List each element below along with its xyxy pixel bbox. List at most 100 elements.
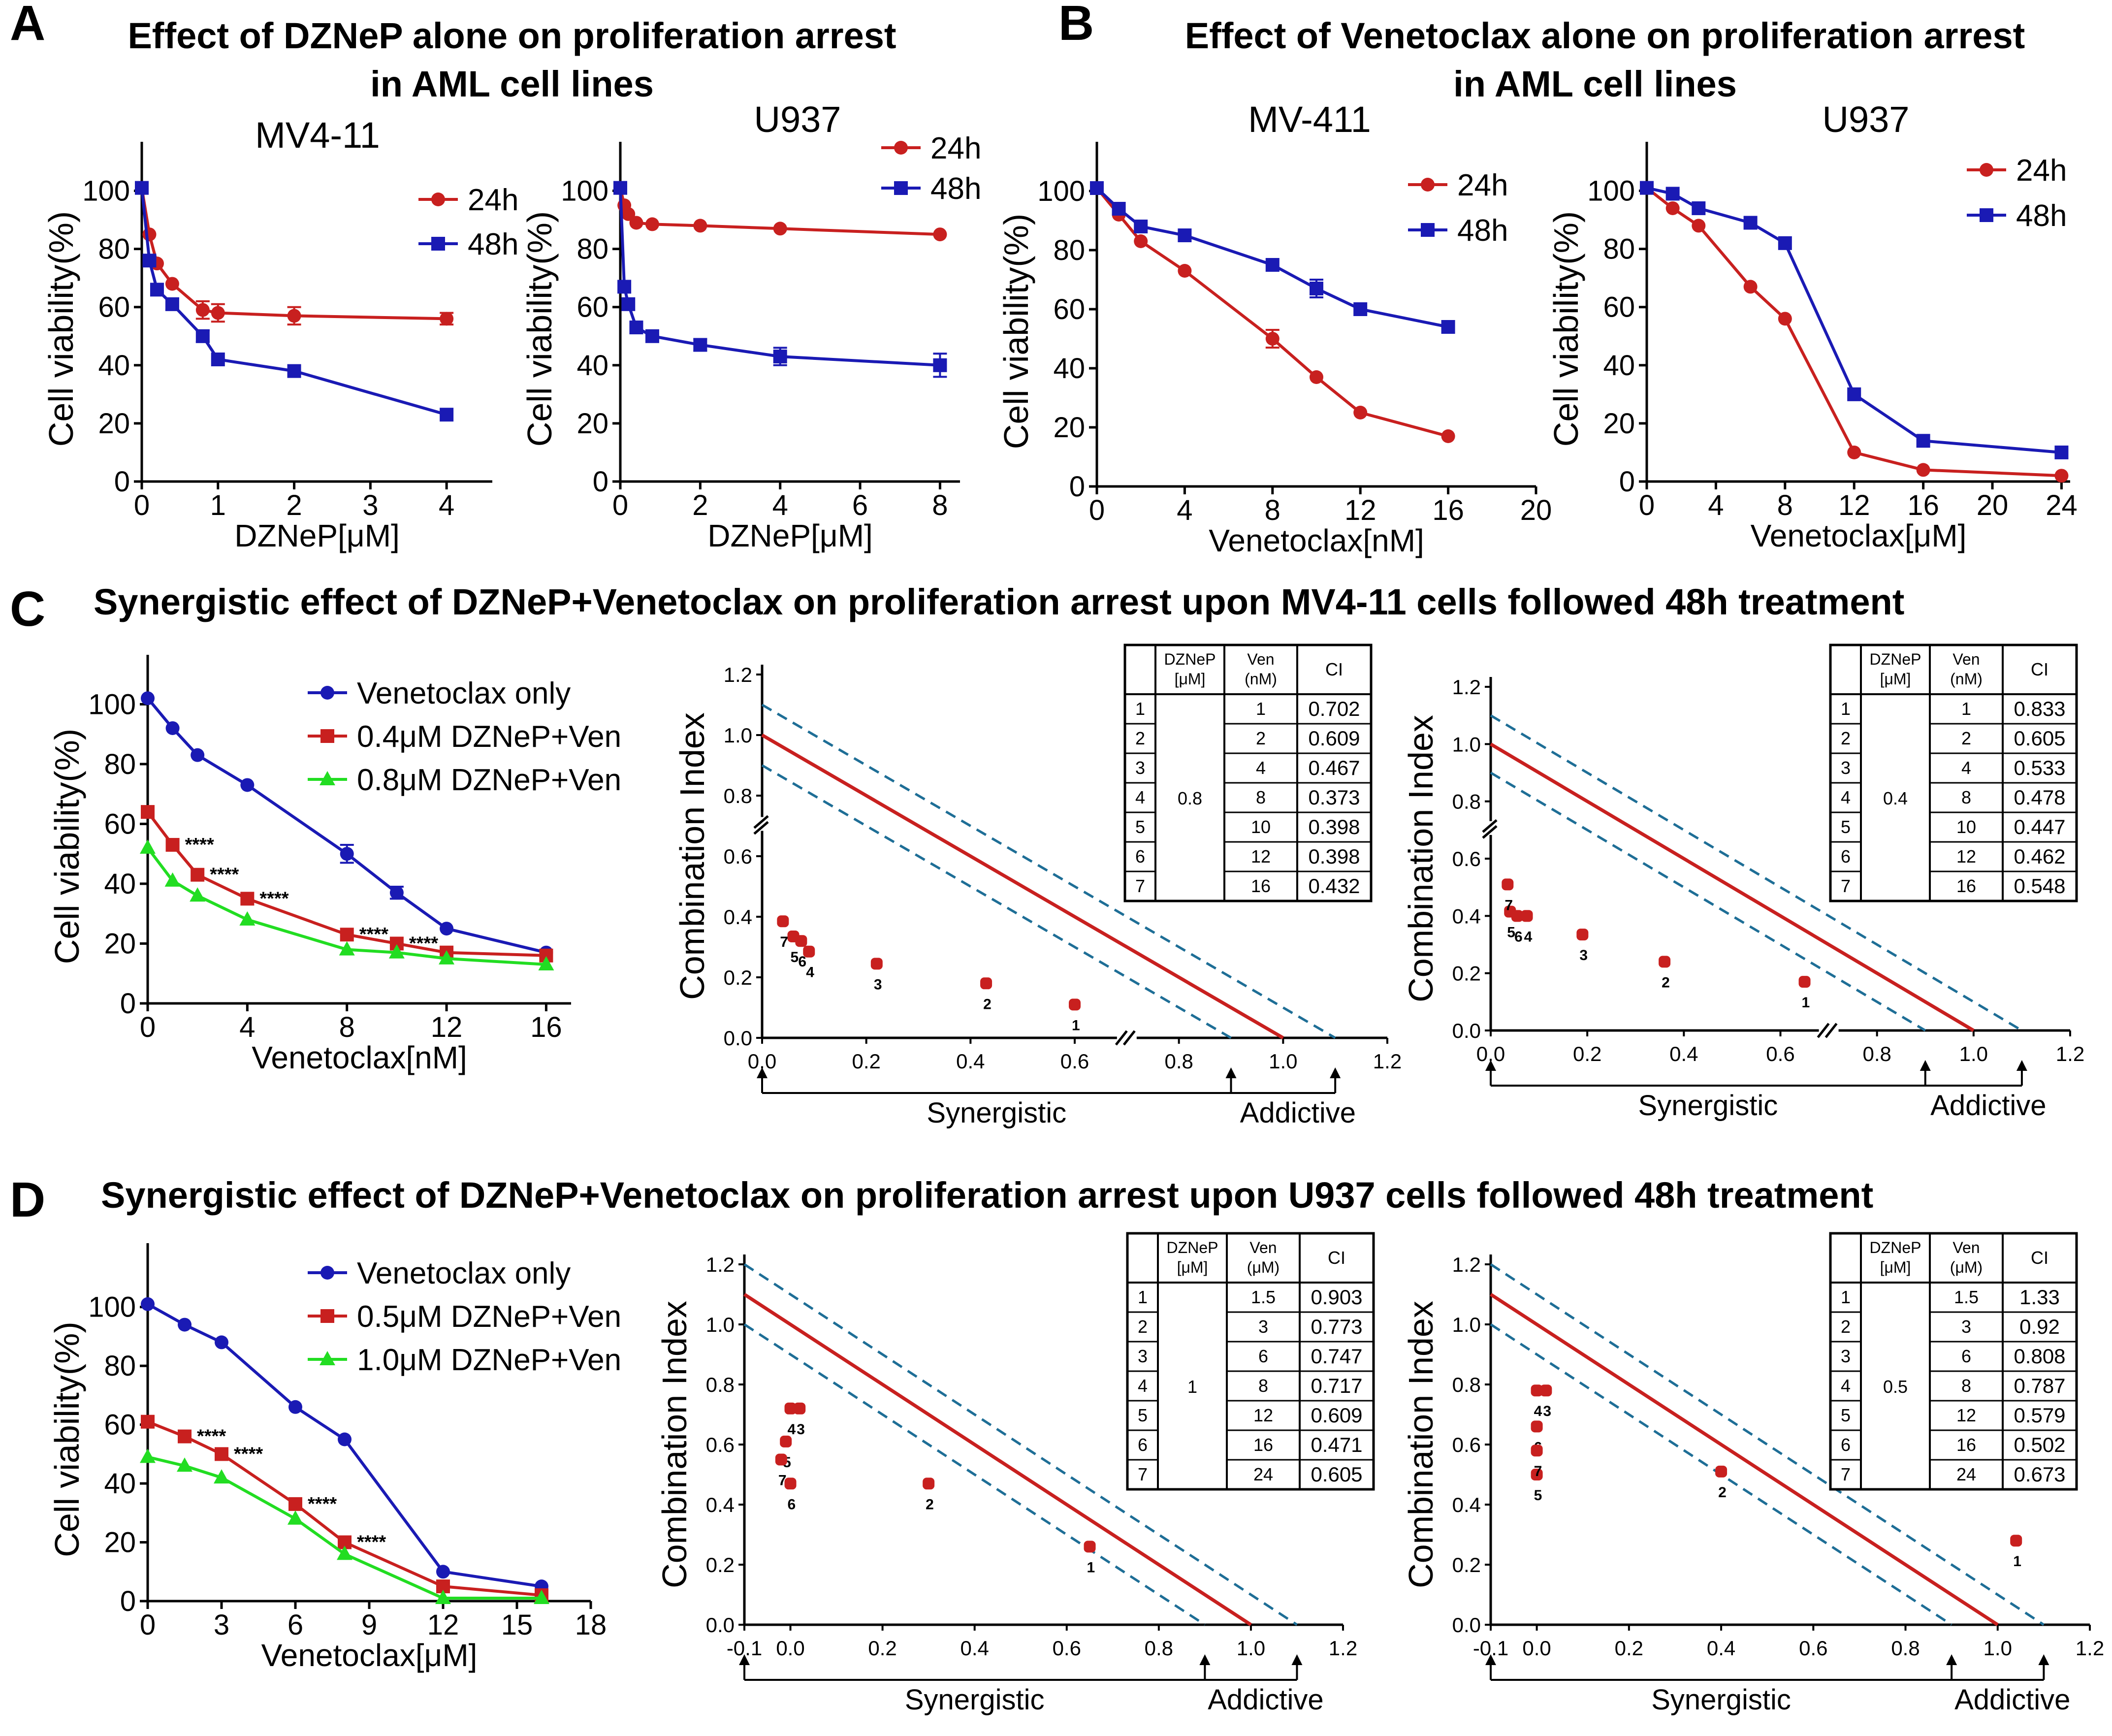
legend-marker xyxy=(320,1351,335,1365)
table-header: (nM) xyxy=(1950,670,1983,688)
table-cell-index: 1 xyxy=(1841,1287,1851,1307)
table-cell-index: 4 xyxy=(1135,787,1145,807)
y-tick-label: 40 xyxy=(576,350,608,382)
data-point xyxy=(645,217,659,231)
data-point xyxy=(141,691,155,706)
data-point xyxy=(1134,234,1148,248)
ci-point xyxy=(775,1453,787,1466)
x-tick-label: 0 xyxy=(134,489,150,521)
y-tick-label: 20 xyxy=(98,408,130,440)
series-0: 24h xyxy=(613,131,981,242)
table-cell-ci: 0.605 xyxy=(2014,727,2065,750)
x-tick-label: 12 xyxy=(431,1011,463,1043)
table-border xyxy=(1829,1232,2078,1491)
y-tick-label: 40 xyxy=(98,350,130,382)
data-point xyxy=(1178,228,1192,242)
x-tick-label: 0.2 xyxy=(1615,1637,1643,1660)
data-point xyxy=(165,277,179,291)
data-point xyxy=(389,886,404,900)
x-tick-label: 6 xyxy=(852,489,868,521)
data-point xyxy=(165,721,180,735)
series-line xyxy=(1646,187,2062,478)
table-cell-index: 3 xyxy=(1138,1346,1148,1366)
data-point xyxy=(613,181,627,195)
range-arrow-head xyxy=(1485,1060,1496,1071)
data-point xyxy=(239,911,256,926)
y-tick-label: 100 xyxy=(82,175,130,207)
data-point xyxy=(617,280,632,294)
line-chart-d1: 0 20 40 60 80 100 0 3 6 9 12 15 18 Venetoclax[μM] Cell… xyxy=(48,1243,621,1673)
y-tick-label: 60 xyxy=(576,291,608,323)
y-tick-label: 0.0 xyxy=(724,1027,752,1050)
y-axis-label: Cell viability(%) xyxy=(48,729,86,964)
table-cell-ven: 8 xyxy=(1961,1376,1971,1396)
ci-point-label: 7 xyxy=(780,934,788,950)
line-chart-c1: 0 20 40 60 80 100 0 4 8 12 16 Venetoclax[nM] Cell vi… xyxy=(48,655,621,1075)
y-tick-label: 1.0 xyxy=(1452,733,1481,756)
panel-label-d: D xyxy=(10,1172,46,1227)
table-cell-ci: 0.533 xyxy=(2014,756,2065,779)
table-cell-ven: 12 xyxy=(1253,1405,1273,1425)
legend-label: 0.4μM DZNeP+Ven xyxy=(357,720,621,754)
ci-point-label: 7 xyxy=(1534,1463,1542,1479)
x-tick-label: 16 xyxy=(1907,489,1939,521)
y-tick-label: 60 xyxy=(1053,293,1085,325)
ci-point-label: 4 xyxy=(788,1421,796,1438)
y-tick-label: 0.0 xyxy=(706,1613,735,1637)
chart-title: U937 xyxy=(1823,99,1910,140)
data-point xyxy=(1265,258,1280,272)
ci-point xyxy=(1531,1469,1543,1480)
panel-d-title: Synergistic effect of DZNeP+Venetoclax o… xyxy=(101,1175,1874,1216)
ci-point-label: 4 xyxy=(806,964,814,981)
range-arrow-head xyxy=(2016,1060,2027,1071)
table-cell-ven: 4 xyxy=(1961,758,1971,778)
y-tick-label: 80 xyxy=(104,1350,136,1382)
x-tick-label: 0.8 xyxy=(1891,1637,1920,1660)
legend-label: Venetoclax only xyxy=(357,1256,571,1290)
data-point xyxy=(2054,469,2069,483)
data-point xyxy=(338,1432,352,1447)
range-arrow-head xyxy=(739,1654,750,1665)
data-point xyxy=(215,1447,228,1461)
table-cell-ven: 1 xyxy=(1961,699,1971,719)
table-cell-ci: 0.471 xyxy=(1311,1433,1362,1456)
table-cell-index: 7 xyxy=(1135,876,1145,896)
y-tick-label: 0 xyxy=(593,466,608,498)
y-tick-label: 80 xyxy=(1603,233,1635,265)
x-axis-label: Venetoclax[nM] xyxy=(1209,523,1424,558)
axis-break-mark xyxy=(753,821,769,835)
y-axis-label: Cell viability(%) xyxy=(42,211,80,447)
x-tick-label: 18 xyxy=(575,1609,607,1641)
y-tick-label: 1.0 xyxy=(706,1313,735,1336)
y-tick-label: 1.0 xyxy=(724,724,752,747)
y-tick-label: 40 xyxy=(1053,353,1085,385)
y-tick-label: 60 xyxy=(98,291,130,323)
data-point xyxy=(1778,312,1792,326)
data-point xyxy=(1441,320,1455,334)
panel-a-title-line2: in AML cell lines xyxy=(370,64,654,104)
x-tick-label: 1.2 xyxy=(2076,1637,2104,1660)
x-tick-label: 0.6 xyxy=(1799,1637,1827,1660)
x-tick-label: 12 xyxy=(1344,494,1376,526)
series-line xyxy=(1095,187,1449,438)
table-cell-index: 6 xyxy=(1135,846,1145,867)
additivity-line xyxy=(743,1293,1252,1626)
table-header: [μM] xyxy=(1880,1258,1911,1276)
axis-break-mark xyxy=(1122,1030,1136,1046)
data-point xyxy=(140,839,156,854)
significance-annotation: **** xyxy=(259,888,288,909)
y-tick-label: 0.8 xyxy=(1452,1373,1481,1396)
ci-point xyxy=(784,1402,797,1415)
table-cell-ci: 0.773 xyxy=(1311,1315,1362,1338)
series-0: Venetoclax only xyxy=(141,1256,571,1594)
table-cell-ven: 3 xyxy=(1258,1317,1268,1337)
legend-marker xyxy=(320,771,335,785)
significance-annotation: **** xyxy=(185,835,214,855)
y-tick-label: 20 xyxy=(576,408,608,440)
table-cell-index: 1 xyxy=(1841,699,1851,719)
data-point xyxy=(287,364,301,378)
table-cell-ci: 0.579 xyxy=(2014,1404,2065,1427)
table-cell-ci: 0.702 xyxy=(1308,697,1360,720)
y-tick-label: 0.4 xyxy=(724,905,752,929)
table-cell-index: 2 xyxy=(1135,728,1145,748)
